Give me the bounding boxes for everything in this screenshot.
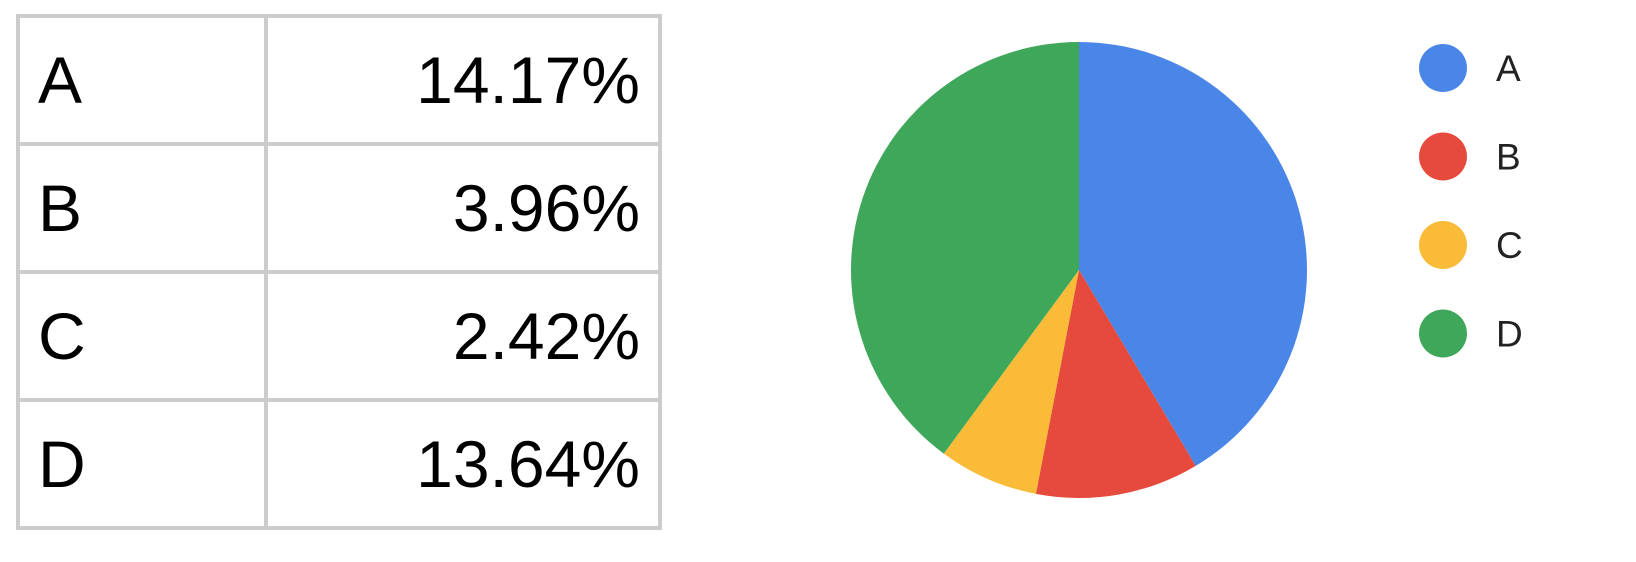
row-label: C [16, 270, 268, 402]
legend-label: B [1496, 137, 1521, 178]
table-row: D 13.64% [16, 398, 662, 530]
legend-marker-B [1419, 132, 1467, 181]
legend-marker-D [1419, 309, 1467, 358]
row-value: 2.42% [264, 270, 662, 402]
legend-marker-A [1419, 44, 1467, 92]
row-label: D [16, 398, 268, 530]
row-value: 14.17% [264, 14, 662, 146]
table-row: A 14.17% [16, 14, 662, 146]
row-label: A [16, 14, 268, 146]
pie-slice-C[interactable] [943, 270, 1079, 494]
pie-slice-A[interactable] [1079, 42, 1307, 466]
legend: A B C D [1419, 44, 1523, 358]
pie-slice-D[interactable] [851, 42, 1079, 454]
row-value: 3.96% [264, 142, 662, 274]
pie-slice-B[interactable] [1035, 270, 1196, 498]
legend-label: D [1496, 314, 1523, 355]
row-value: 13.64% [264, 398, 662, 530]
legend-label: A [1496, 48, 1521, 89]
table-row: C 2.42% [16, 270, 662, 402]
row-label: B [16, 142, 268, 274]
table-row: B 3.96% [16, 142, 662, 274]
legend-marker-C [1419, 221, 1467, 269]
pie-slices [851, 42, 1307, 498]
data-table: A 14.17% B 3.96% C 2.42% D 13.64% [16, 14, 662, 530]
legend-label: C [1496, 225, 1523, 266]
